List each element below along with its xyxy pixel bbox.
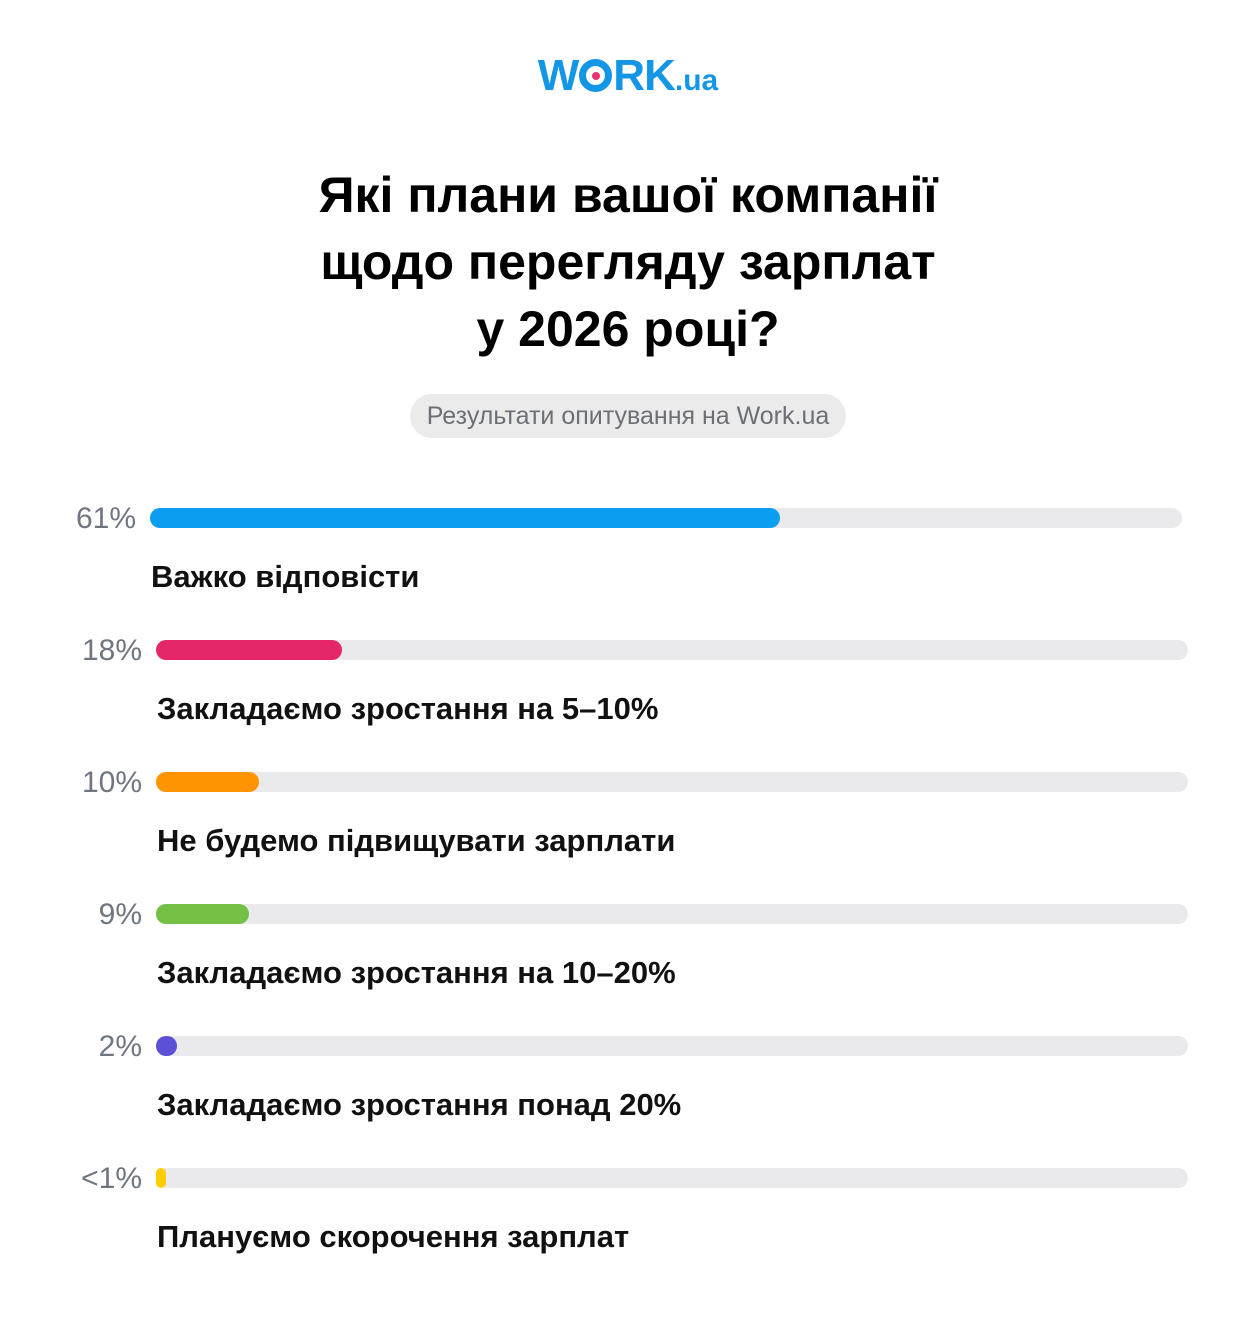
bar-row: 18% Закладаємо зростання на 5–10% [0,628,1256,760]
bar-row: 2% Закладаємо зростання понад 20% [0,1024,1256,1156]
bar-track [156,1036,1188,1056]
subtitle-badge-wrap: Результати опитування на Work.ua [0,394,1256,438]
chart-title-line-1: Які плани вашої компанії [318,167,938,223]
logo-o-circle-icon [579,59,613,92]
bar-category-label: Важко відповісти [151,559,420,594]
bar-chart: 61% Важко відповісти 18% Закладаємо зростан… [0,496,1256,1288]
work-ua-logo: W RK.ua [0,54,1256,98]
chart-title: Які плани вашої компанії щодо перегляду … [0,162,1256,363]
bar-track [150,508,1182,528]
bar-value-label: 18% [81,634,142,667]
bar-row: <1% Плануємо скорочення зарплат [0,1156,1256,1288]
bar-track [156,1168,1188,1188]
bar-category-label: Плануємо скорочення зарплат [157,1219,630,1254]
bar-track [156,904,1188,924]
logo-tld: .ua [674,64,719,97]
bar-value-label: 61% [75,502,136,535]
bar-value-label: <1% [81,1162,142,1195]
logo-w: W [537,51,580,100]
bar-category-label: Закладаємо зростання понад 20% [157,1087,682,1122]
bar-fill [156,1036,177,1056]
bar-track [156,772,1188,792]
bar-track [156,640,1188,660]
subtitle-badge: Результати опитування на Work.ua [409,394,847,438]
chart-title-line-3: у 2026 році? [476,301,780,357]
bar-fill [156,640,342,660]
bar-category-label: Закладаємо зростання на 10–20% [157,955,676,990]
bar-value-label: 2% [98,1030,142,1063]
bar-fill [156,772,260,792]
bar-category-label: Закладаємо зростання на 5–10% [157,691,659,726]
chart-title-line-2: щодо перегляду зарплат [320,234,936,290]
bar-value-label: 10% [81,766,142,799]
bar-row: 10% Не будемо підвищувати зарплати [0,760,1256,892]
bar-value-label: 9% [98,898,142,931]
bar-category-label: Не будемо підвищувати зарплати [157,823,676,858]
logo-rk: RK [613,51,676,100]
bar-row: 61% Важко відповісти [0,496,1256,628]
bar-fill [150,508,780,528]
bar-row: 9% Закладаємо зростання на 10–20% [0,892,1256,1024]
bar-fill [156,904,249,924]
bar-fill [156,1168,166,1188]
